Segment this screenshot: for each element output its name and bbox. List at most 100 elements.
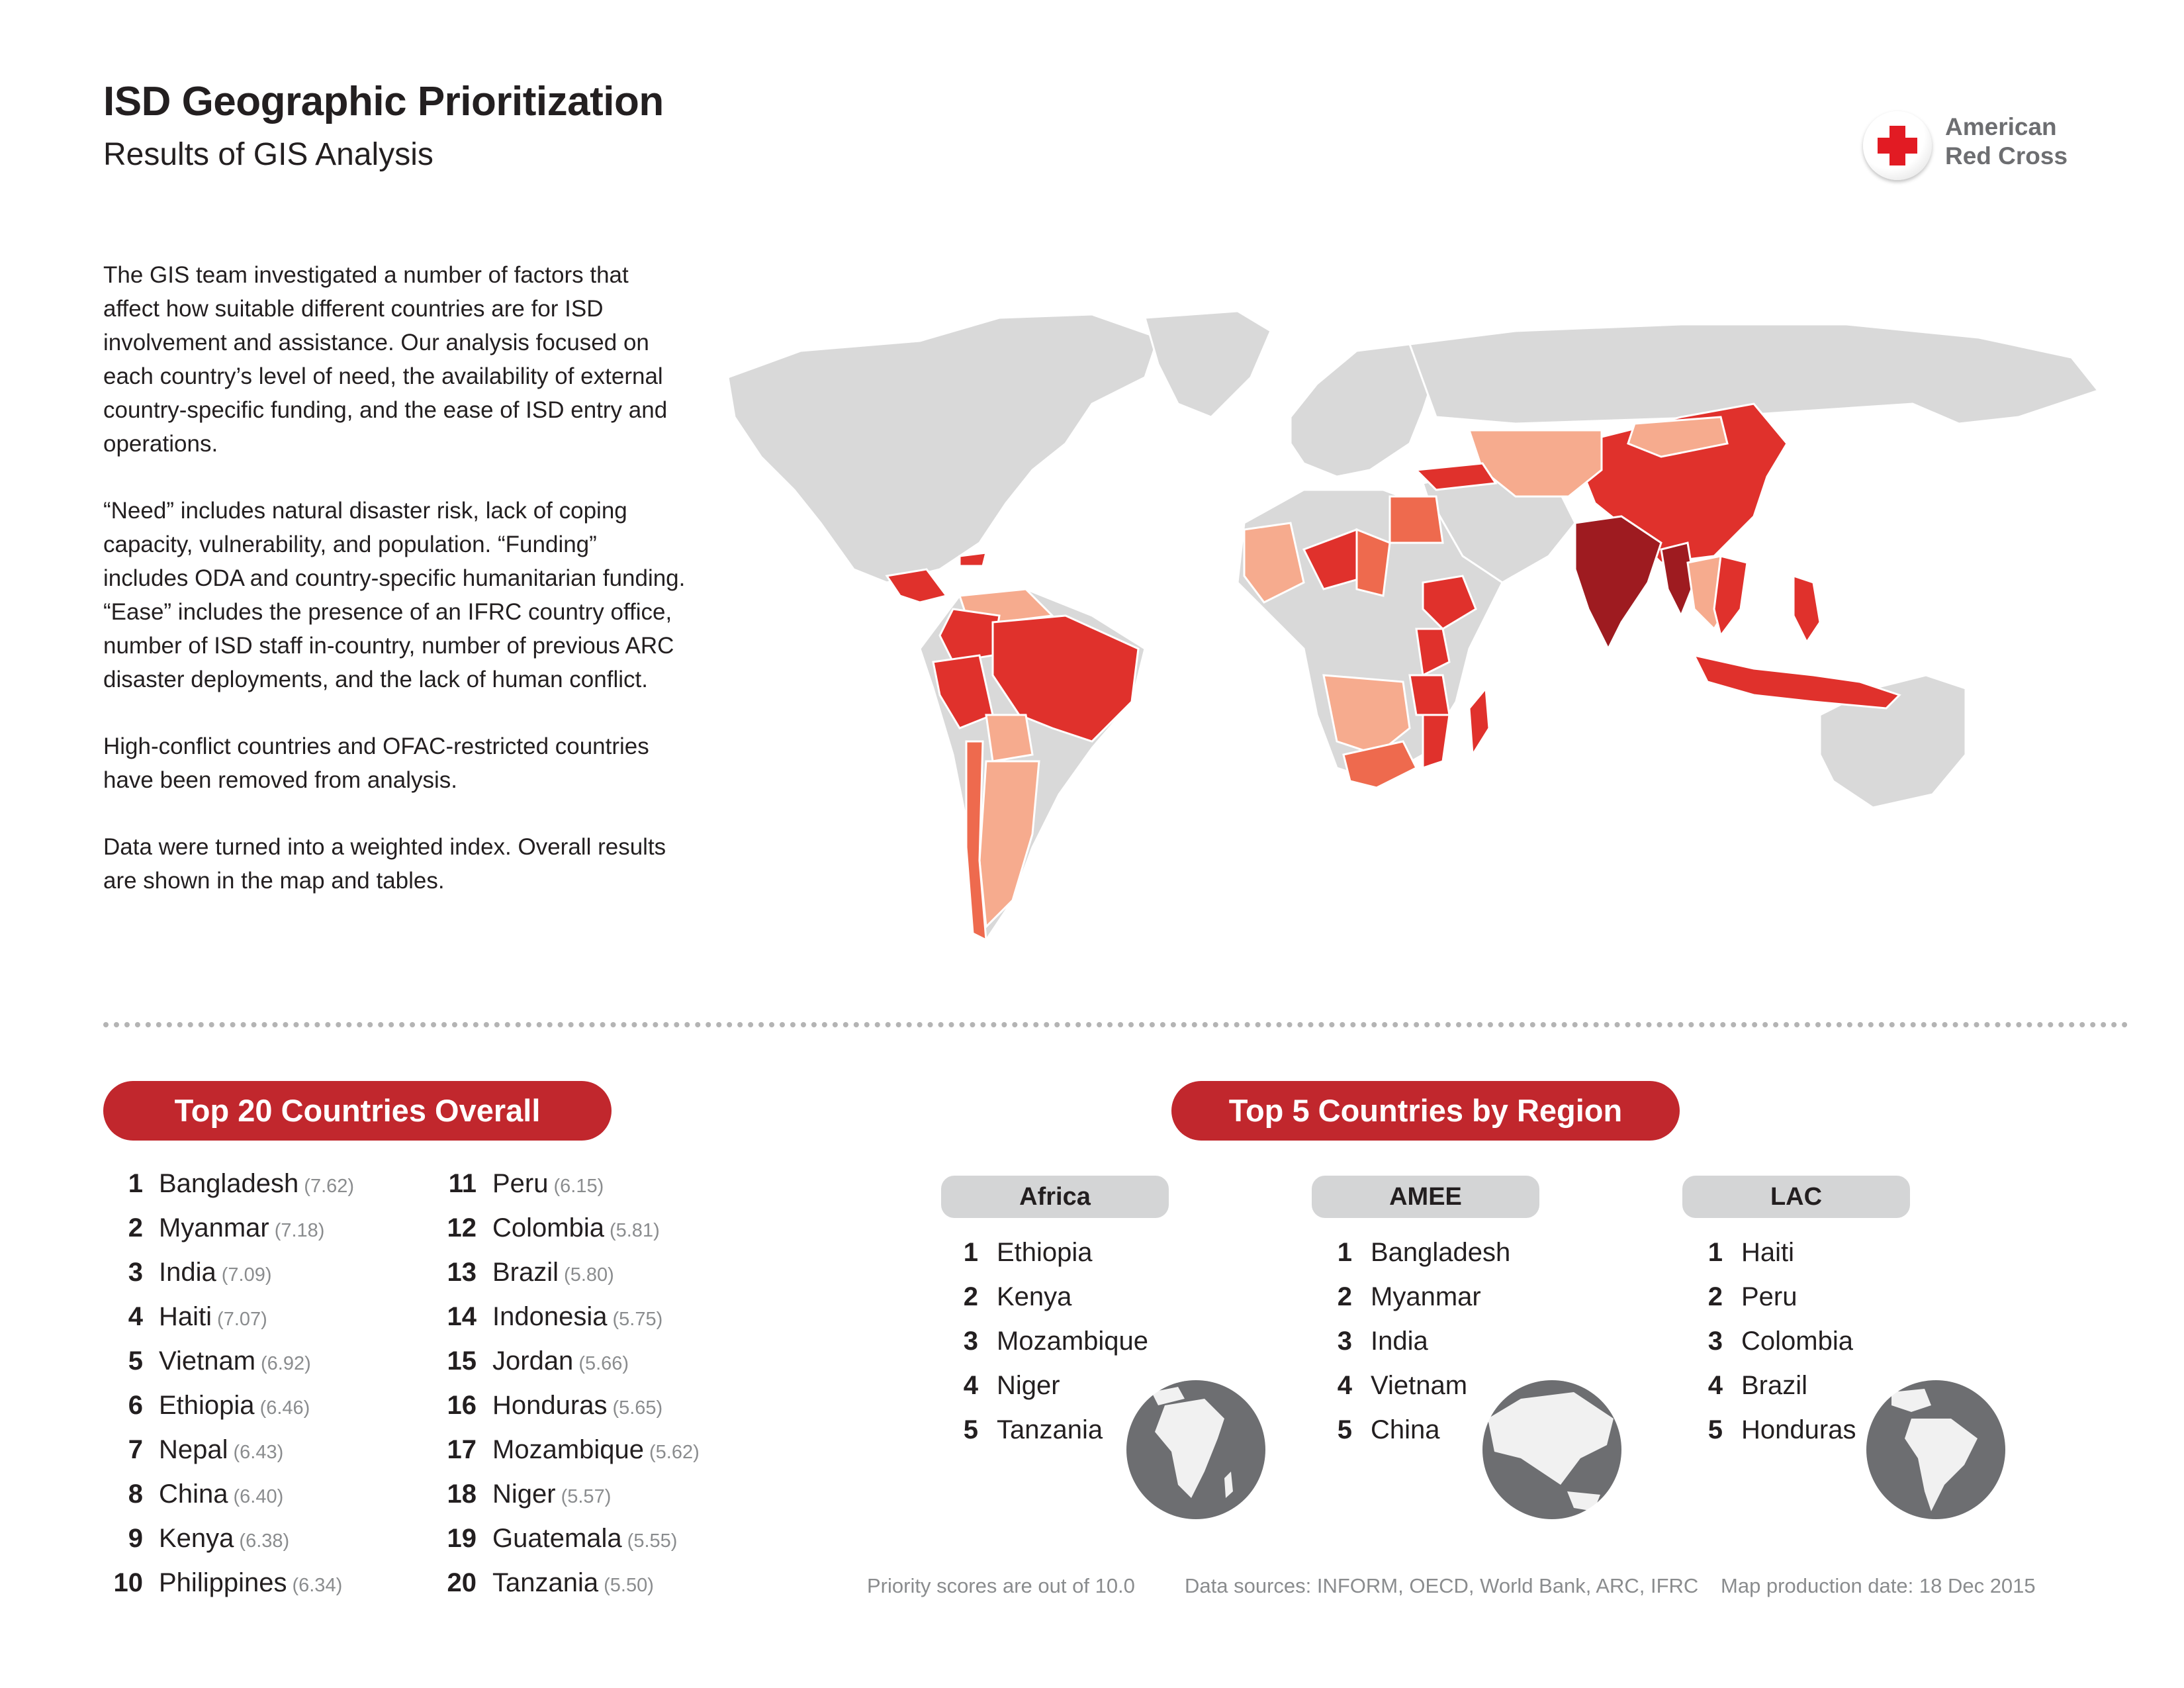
southern-africa-region xyxy=(1322,674,1411,756)
region-ranking-row: 4 Brazil xyxy=(1704,1368,1807,1403)
ranking-row: 6 Ethiopia (6.46) xyxy=(103,1388,310,1423)
region-ranking-row: 5 Tanzania xyxy=(960,1413,1103,1447)
region-country-name: China xyxy=(1371,1415,1440,1444)
country-name: China xyxy=(159,1479,228,1509)
australia-shape xyxy=(1819,674,1967,809)
country-name: Vietnam xyxy=(159,1346,256,1376)
ranking-row: 1 Bangladesh (7.62) xyxy=(103,1166,354,1201)
rank-number: 19 xyxy=(447,1524,477,1553)
priority-score: (6.38) xyxy=(239,1530,290,1552)
region-rank-number: 3 xyxy=(1337,1327,1352,1356)
priority-score: (7.07) xyxy=(217,1309,267,1330)
region-ranking-row: 2 Kenya xyxy=(960,1280,1072,1314)
world-priority-map xyxy=(727,310,2100,943)
rank-number: 13 xyxy=(447,1258,477,1287)
region-rank-number: 4 xyxy=(963,1371,978,1400)
priority-score: (7.18) xyxy=(274,1220,325,1241)
region-heading: Top 5 Countries by Region xyxy=(1171,1081,1680,1141)
region-ranking-row: 3 Mozambique xyxy=(960,1324,1148,1358)
country-name: Myanmar xyxy=(159,1213,269,1243)
intro-paragraph: Data were turned into a weighted index. … xyxy=(103,834,666,894)
country-name: Peru xyxy=(492,1169,549,1198)
region-ranking-row: 1 Bangladesh xyxy=(1334,1235,1511,1270)
country-name: Tanzania xyxy=(492,1568,599,1597)
chile-region xyxy=(965,740,987,942)
europe-shape xyxy=(1289,343,1437,478)
egypt-region xyxy=(1388,495,1444,544)
region-ranking-row: 3 India xyxy=(1334,1324,1428,1358)
region-country-name: Niger xyxy=(997,1371,1060,1400)
rank-number: 9 xyxy=(128,1524,143,1553)
region-country-name: Ethiopia xyxy=(997,1238,1093,1267)
intro-paragraph: The GIS team investigated a number of fa… xyxy=(103,262,668,457)
ranking-row: 9 Kenya (6.38) xyxy=(103,1521,289,1556)
peru-region xyxy=(932,654,994,729)
country-name: Ethiopia xyxy=(159,1391,255,1420)
priority-score: (5.75) xyxy=(612,1309,663,1330)
ranking-row: 8 China (6.40) xyxy=(103,1477,284,1511)
priority-score: (7.62) xyxy=(304,1176,355,1197)
page-title: ISD Geographic Prioritization xyxy=(103,79,664,124)
rank-number: 3 xyxy=(128,1258,143,1287)
priority-score: (6.15) xyxy=(553,1176,604,1197)
region-ranking-row: 4 Niger xyxy=(960,1368,1060,1403)
priority-score: (5.62) xyxy=(649,1442,700,1463)
priority-score: (6.43) xyxy=(233,1442,284,1463)
region-ranking-row: 4 Vietnam xyxy=(1334,1368,1467,1403)
ranking-row: 20 Tanzania (5.50) xyxy=(437,1566,654,1600)
country-name: Mozambique xyxy=(492,1435,645,1464)
rank-number: 15 xyxy=(447,1346,477,1376)
region-country-name: Peru xyxy=(1741,1282,1797,1311)
ranking-row: 18 Niger (5.57) xyxy=(437,1477,612,1511)
ranking-row: 15 Jordan (5.66) xyxy=(437,1344,629,1378)
region-country-name: Brazil xyxy=(1741,1371,1808,1400)
footer-production-date: Map production date: 18 Dec 2015 xyxy=(1721,1574,2036,1597)
asia-globe-icon xyxy=(1482,1380,1621,1519)
country-name: Jordan xyxy=(492,1346,574,1376)
region-rank-number: 5 xyxy=(1707,1415,1723,1444)
rank-number: 17 xyxy=(447,1435,477,1464)
country-name: Guatemala xyxy=(492,1524,622,1553)
ranking-row: 12 Colombia (5.81) xyxy=(437,1211,660,1245)
region-rank-number: 4 xyxy=(1707,1371,1723,1400)
region-ranking-row: 5 China xyxy=(1334,1413,1440,1447)
mozambique-region xyxy=(1422,714,1451,770)
rank-number: 18 xyxy=(447,1479,477,1509)
intro-paragraph: “Need” includes natural disaster risk, l… xyxy=(103,498,686,692)
rank-number: 8 xyxy=(128,1479,143,1509)
priority-score: (7.09) xyxy=(221,1264,272,1286)
logo-line-2: Red Cross xyxy=(1945,142,2068,169)
priority-score: (5.81) xyxy=(609,1220,660,1241)
rank-number: 1 xyxy=(128,1169,143,1198)
turkey-region xyxy=(1414,462,1498,491)
country-name: Niger xyxy=(492,1479,556,1509)
region-country-name: Mozambique xyxy=(997,1327,1149,1356)
ranking-row: 14 Indonesia (5.75) xyxy=(437,1299,663,1334)
footer-data-sources: Data sources: INFORM, OECD, World Bank, … xyxy=(1185,1574,1699,1597)
region-ranking-row: 2 Myanmar xyxy=(1334,1280,1481,1314)
south-america-globe-icon xyxy=(1866,1380,2005,1519)
rank-number: 10 xyxy=(113,1568,144,1597)
priority-score: (6.46) xyxy=(259,1397,310,1419)
rank-number: 20 xyxy=(447,1568,477,1597)
priority-score: (5.57) xyxy=(561,1486,612,1507)
region-rank-number: 2 xyxy=(1337,1282,1352,1311)
intro-text: The GIS team investigated a number of fa… xyxy=(103,258,686,931)
madagascar-region xyxy=(1468,686,1490,758)
country-name: Honduras xyxy=(492,1391,608,1420)
country-name: Haiti xyxy=(159,1302,212,1331)
region-country-name: Tanzania xyxy=(997,1415,1103,1444)
kenya-region xyxy=(1415,628,1451,677)
argentina-region xyxy=(978,760,1040,929)
ranking-row: 11 Peru (6.15) xyxy=(437,1166,604,1201)
ranking-row: 5 Vietnam (6.92) xyxy=(103,1344,311,1378)
top20-heading: Top 20 Countries Overall xyxy=(103,1081,612,1141)
region-country-name: Haiti xyxy=(1741,1238,1795,1267)
rank-number: 11 xyxy=(448,1169,477,1198)
ranking-row: 7 Nepal (6.43) xyxy=(103,1432,284,1467)
rank-number: 14 xyxy=(447,1302,477,1331)
priority-score: (6.40) xyxy=(233,1486,284,1507)
ranking-row: 13 Brazil (5.80) xyxy=(437,1255,614,1289)
priority-score: (5.65) xyxy=(612,1397,663,1419)
country-name: Nepal xyxy=(159,1435,228,1464)
